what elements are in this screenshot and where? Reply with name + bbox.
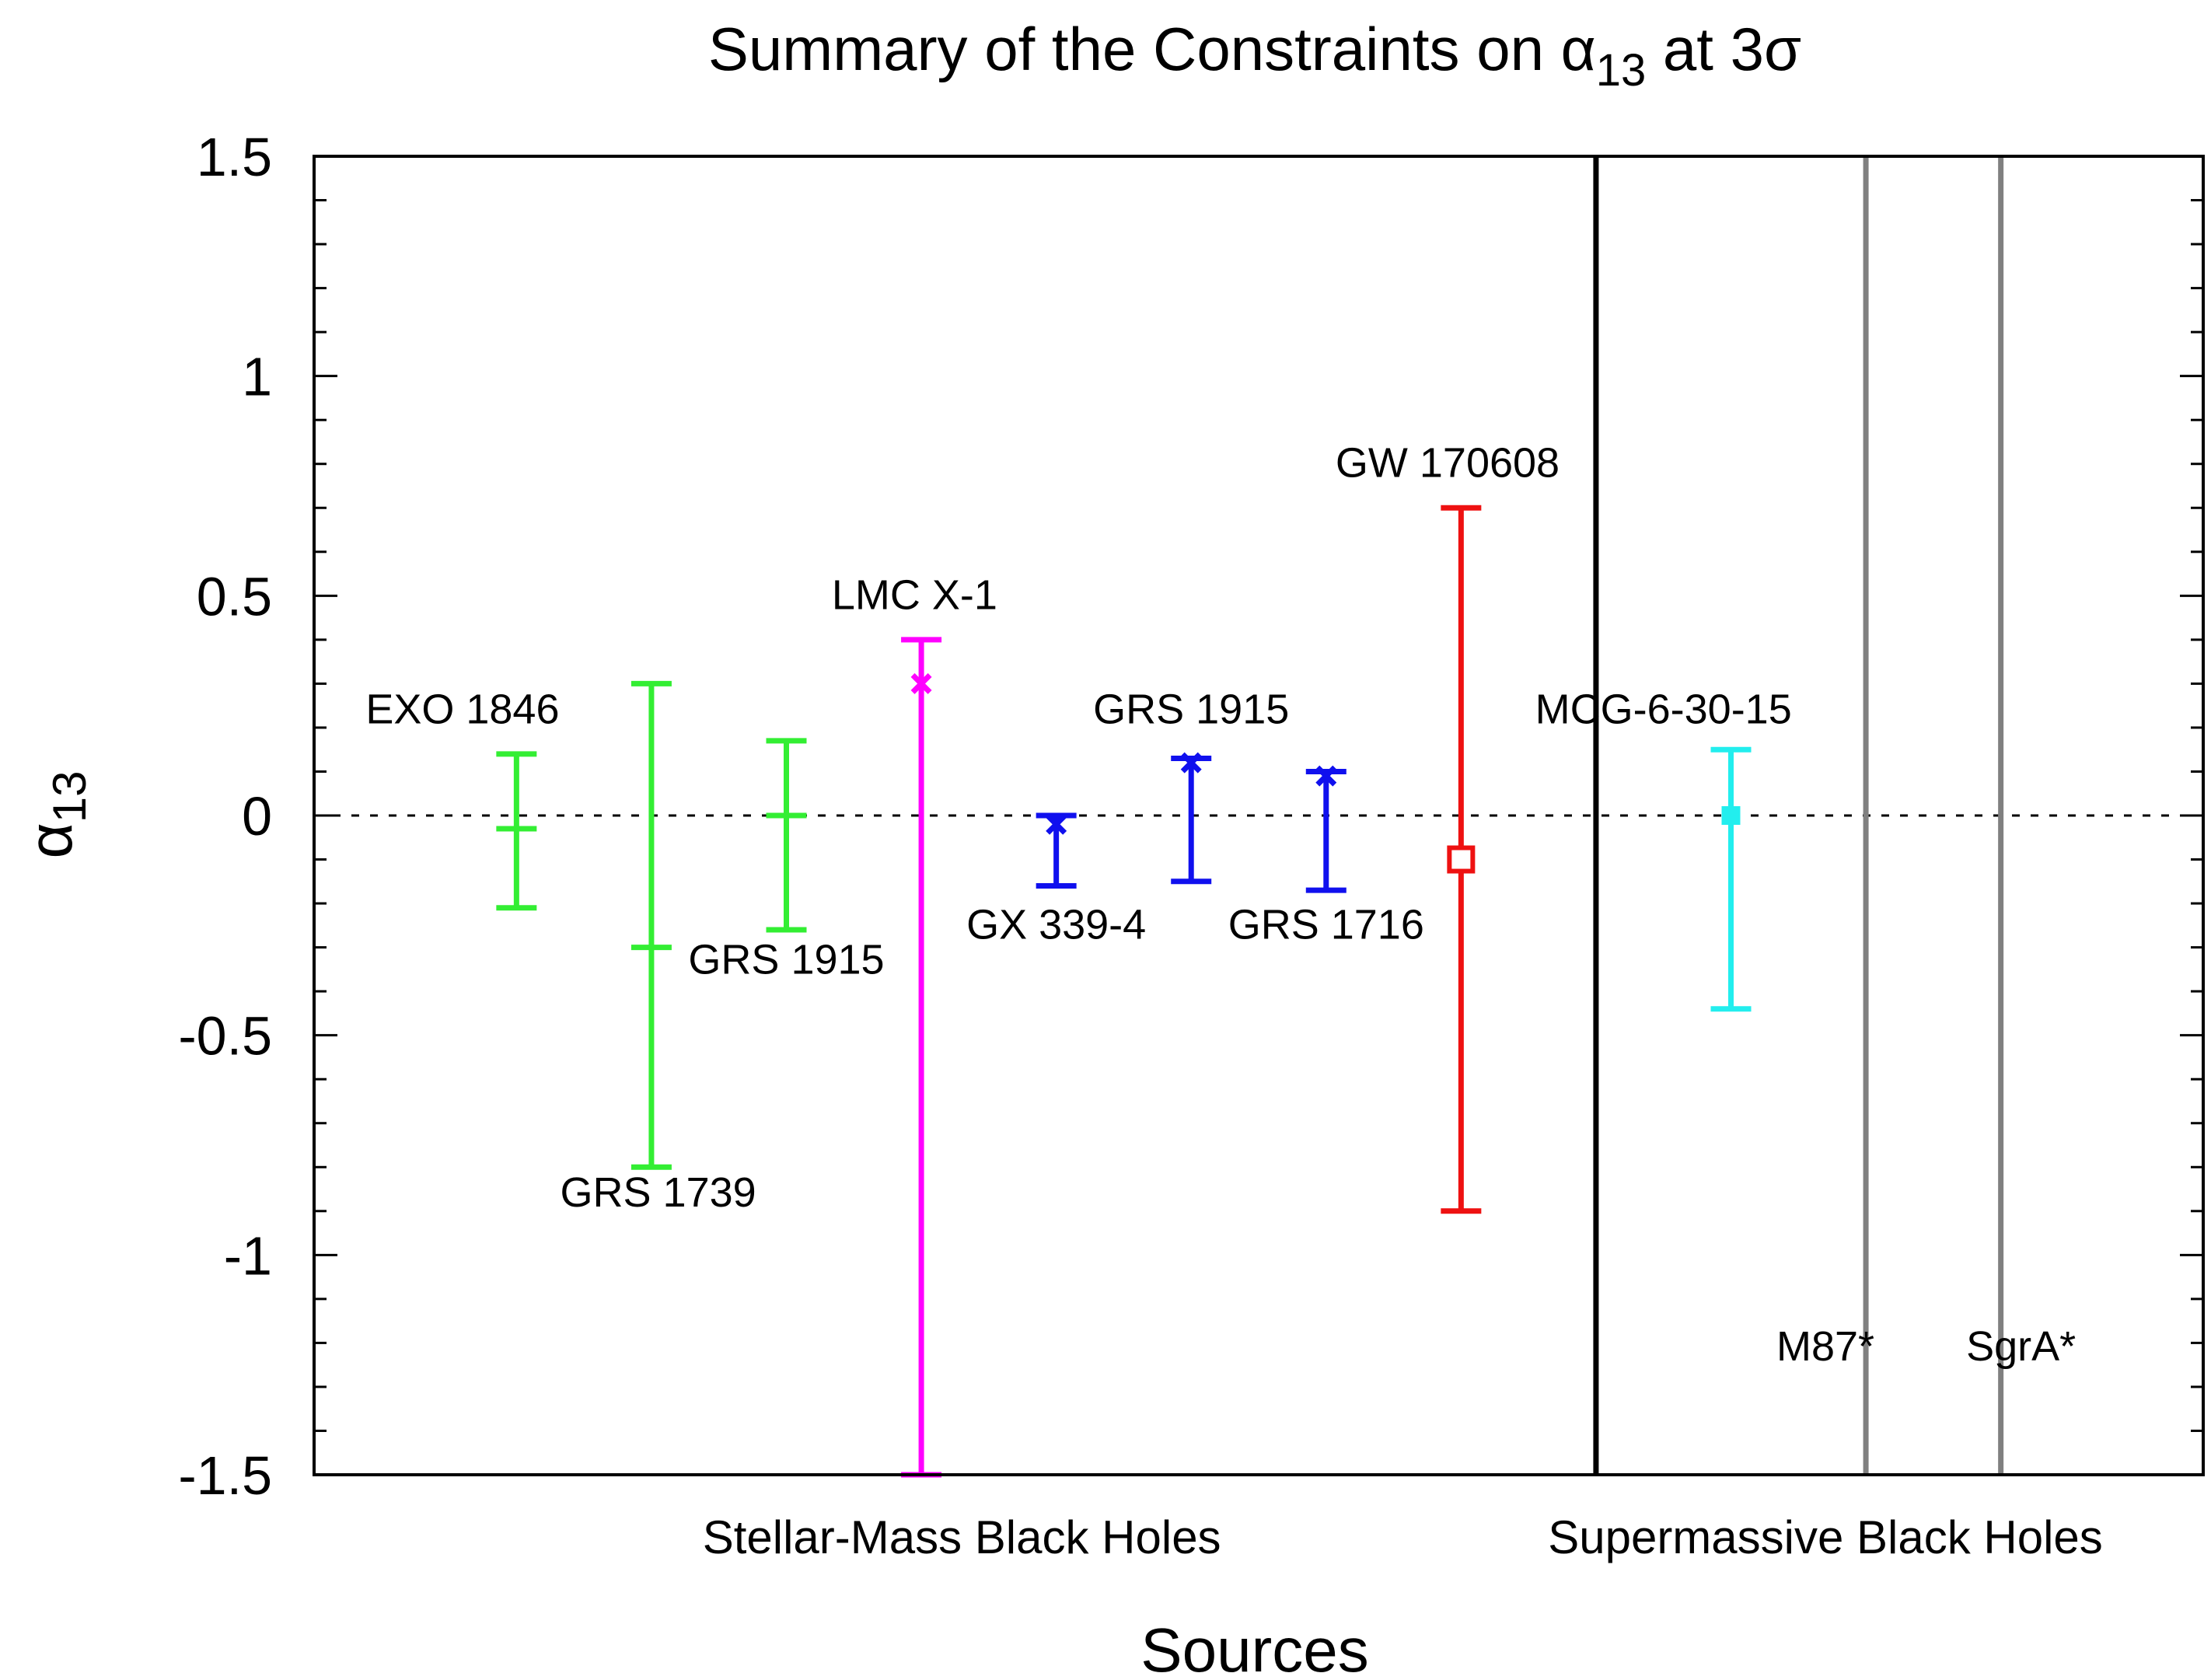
source-label: GRS 1915: [688, 937, 884, 983]
source-label: GRS 1915: [1093, 686, 1289, 732]
source-label: LMC X-1: [832, 571, 997, 618]
chart-title-symbol: α: [1561, 15, 1596, 83]
point-marker: [1315, 765, 1337, 787]
source-label: GRS 1716: [1228, 901, 1424, 948]
source-label: GRS 1739: [561, 1169, 756, 1216]
plot-frame: [313, 155, 2205, 1476]
point-marker: [1721, 806, 1741, 825]
point-marker: [1046, 813, 1067, 835]
data-point: GRS 1739: [561, 680, 756, 1216]
y-tick-label: 0.5: [197, 566, 272, 627]
point-marker: [1447, 845, 1476, 874]
y-tick-label: 0: [242, 786, 272, 847]
group-label: Supermassive Black Holes: [1548, 1511, 2103, 1563]
plot-area: 1.5 1 0.5 0 -0.5 -1 -1.5 EXO 1846 GRS 1739 GRS 19…: [178, 127, 2205, 1563]
y-tick-label: -1.5: [178, 1445, 272, 1506]
y-tick-label: -1: [224, 1225, 272, 1286]
group-label: Stellar-Mass Black Holes: [703, 1511, 1221, 1563]
source-label: SgrA*: [1966, 1323, 2076, 1370]
data-point: GRS 1915: [1093, 686, 1289, 885]
y-axis-title: α13: [16, 771, 96, 859]
chart-title-sub: 13: [1596, 45, 1647, 96]
data-point: MCG-6-30-15: [1535, 686, 1792, 1012]
y-tick-label: -0.5: [178, 1006, 272, 1067]
source-label: M87*: [1776, 1323, 1874, 1370]
y-tick-label: 1.5: [197, 127, 272, 187]
chart-title-sigma: σ: [1764, 15, 1801, 83]
y-axis-title-symbol: α: [16, 823, 85, 858]
y-tick-label: 1: [242, 347, 272, 407]
chart-title-main: Summary of the Constraints on: [708, 15, 1561, 83]
data-point: LMC X-1: [832, 571, 997, 1478]
x-axis-title: Sources: [1140, 1615, 1368, 1680]
source-label: GW 170608: [1336, 440, 1560, 487]
source-label: GX 339-4: [966, 901, 1146, 948]
data-point: GRS 1915: [688, 738, 885, 983]
source-label: EXO 1846: [365, 686, 559, 732]
data-point: EXO 1846: [365, 686, 560, 911]
point-marker: [910, 672, 932, 694]
chart-title: Summary of the Constraints on α13 at 3σ: [708, 15, 1801, 96]
data-point: GRS 1716: [1228, 765, 1424, 948]
y-axis-title-sub: 13: [44, 771, 96, 823]
chart-title-tail: at 3: [1646, 15, 1764, 83]
point-marker: [1180, 752, 1202, 774]
source-label: MCG-6-30-15: [1535, 686, 1792, 732]
data-point: GX 339-4: [966, 812, 1146, 948]
data-point: GW 170608: [1336, 440, 1560, 1214]
